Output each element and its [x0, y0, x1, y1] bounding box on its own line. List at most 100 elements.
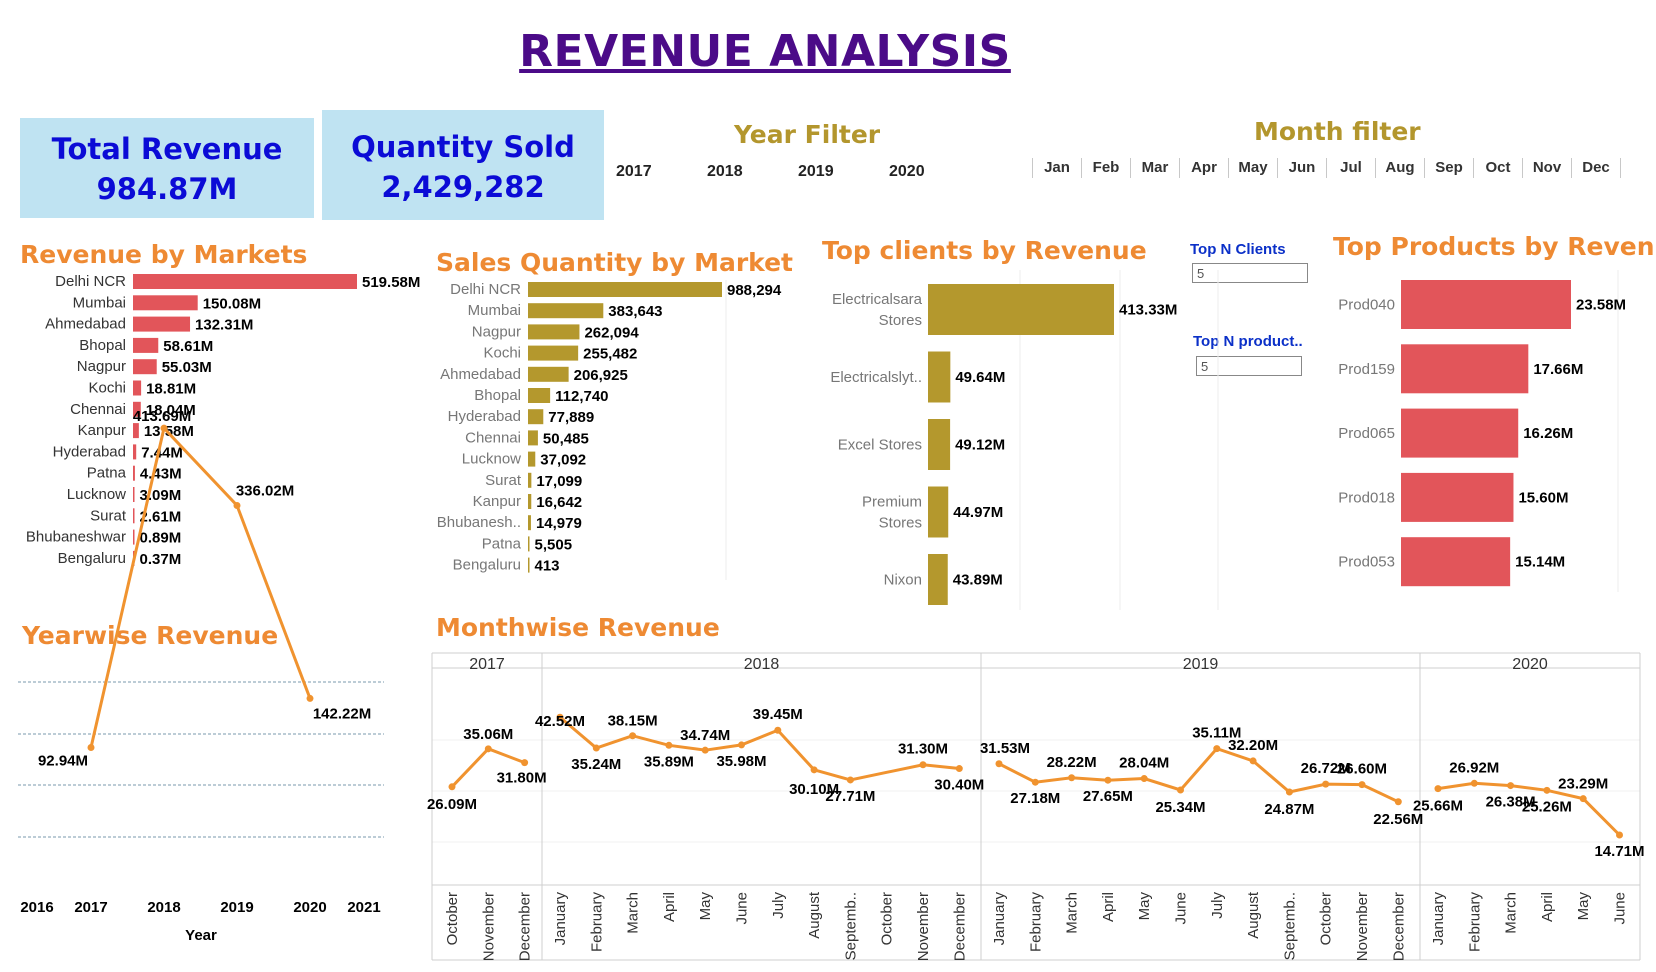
year-filter-2017[interactable]: 2017 [616, 163, 652, 180]
qty-bar [528, 388, 551, 403]
market-label: Mumbai [73, 294, 126, 311]
qty-bar [528, 324, 580, 340]
monthwise-value-label: 26.72M [1301, 760, 1351, 777]
monthwise-point [1285, 788, 1293, 796]
client-label: Electricalsara [832, 291, 923, 308]
client-revenue-bar [928, 486, 949, 538]
product-revenue-bar [1401, 280, 1571, 329]
monthwise-point [1358, 781, 1366, 789]
qty-value: 988,294 [727, 282, 782, 299]
monthwise-value-label: 31.30M [898, 741, 948, 758]
month-filter-mar[interactable]: Mar [1130, 158, 1179, 178]
product-revenue-value: 15.14M [1515, 554, 1565, 571]
month-filter-bar: Jan Feb Mar Apr May Jun Jul Aug Sep Oct … [1032, 158, 1621, 178]
month-filter-aug[interactable]: Aug [1375, 158, 1424, 178]
monthwise-value-label: 26.60M [1337, 761, 1387, 778]
market-label: Kochi [88, 380, 126, 397]
month-filter-sep[interactable]: Sep [1424, 158, 1473, 178]
monthwise-point [1068, 774, 1076, 782]
yearwise-x-tick: 2019 [220, 899, 253, 916]
yearwise-point [87, 743, 95, 751]
month-filter-oct[interactable]: Oct [1473, 158, 1522, 178]
market-label: Lucknow [67, 486, 126, 503]
month-filter-dec[interactable]: Dec [1571, 158, 1621, 178]
qty-market-label: Hyderabad [448, 408, 521, 425]
monthwise-line [1437, 781, 1621, 837]
monthwise-revenue-title: Monthwise Revenue [436, 613, 720, 642]
monthwise-point [1470, 779, 1478, 787]
client-revenue-value: 43.89M [953, 572, 1003, 589]
top-n-clients-input[interactable] [1192, 263, 1308, 283]
year-filter-2020[interactable]: 2020 [889, 163, 925, 180]
year-filter-title: Year Filter [734, 120, 881, 149]
monthwise-value-label: 28.22M [1047, 754, 1097, 771]
top-n-products-input[interactable] [1196, 356, 1302, 376]
monthwise-month-label: December [517, 892, 534, 961]
market-revenue-value: 150.08M [203, 295, 261, 312]
market-label: Bhubaneshwar [26, 529, 126, 546]
qty-bar [528, 472, 532, 488]
monthwise-value-label: 35.06M [463, 726, 513, 743]
month-filter-feb[interactable]: Feb [1081, 158, 1130, 178]
monthwise-month-label: January [1430, 892, 1447, 946]
monthwise-year-header: 2018 [744, 656, 780, 673]
client-label: Electricalslyt.. [830, 369, 922, 386]
month-filter-may[interactable]: May [1228, 158, 1277, 178]
monthwise-point [448, 783, 456, 791]
monthwise-point [1213, 745, 1221, 753]
market-revenue-bar [133, 359, 157, 375]
top-n-products-label: Top N product.. [1193, 333, 1303, 350]
monthwise-month-label: October [444, 892, 461, 945]
monthwise-value-label: 26.09M [427, 796, 477, 813]
qty-bar [528, 536, 530, 552]
qty-value: 37,092 [540, 452, 586, 469]
monthwise-point [1177, 786, 1184, 794]
monthwise-point [1031, 778, 1039, 786]
monthwise-point [1394, 798, 1402, 806]
monthwise-point [1249, 757, 1257, 765]
monthwise-month-label: July [1209, 892, 1226, 919]
month-filter-jul[interactable]: Jul [1326, 158, 1375, 178]
monthwise-point [1507, 782, 1515, 790]
monthwise-point [484, 745, 492, 753]
monthwise-value-label: 26.38M [1486, 794, 1536, 811]
qty-value: 16,642 [536, 494, 582, 511]
top-products-chart: Prod040 23.58M Prod159 17.66M Prod065 16.26M P… [1338, 270, 1626, 592]
client-label: Nixon [884, 572, 922, 589]
monthwise-month-label: August [806, 891, 823, 939]
month-filter-jan[interactable]: Jan [1032, 158, 1081, 178]
monthwise-value-label: 24.87M [1264, 801, 1314, 818]
monthwise-year-header: 2020 [1512, 656, 1548, 673]
market-revenue-bar [133, 274, 357, 289]
qty-value: 5,505 [535, 536, 573, 553]
yearwise-revenue-title: Yearwise Revenue [22, 621, 279, 650]
monthwise-value-label: 30.40M [934, 777, 984, 794]
sales-quantity-chart: Delhi NCR 988,294 Mumbai 383,643 Nagpur 262,0… [437, 280, 782, 580]
monthwise-value-label: 42.52M [535, 713, 585, 730]
monthwise-month-label: January [991, 892, 1008, 946]
monthwise-value-label: 34.74M [680, 727, 730, 744]
year-filter-2018[interactable]: 2018 [707, 163, 743, 180]
month-filter-apr[interactable]: Apr [1179, 158, 1228, 178]
product-revenue-bar [1401, 408, 1519, 458]
monthwise-point [521, 759, 529, 767]
yearwise-value-label: 142.22M [313, 705, 371, 722]
qty-market-label: Bengaluru [453, 557, 521, 574]
market-revenue-value: 132.31M [195, 317, 253, 334]
market-revenue-value: 18.81M [146, 381, 196, 398]
month-filter-nov[interactable]: Nov [1522, 158, 1571, 178]
top-clients-chart: Electricalsara Stores 413.33M Electricalsly… [830, 270, 1219, 610]
monthwise-month-label: April [1539, 892, 1556, 922]
monthwise-month-label: October [879, 892, 896, 945]
monthwise-month-label: December [951, 892, 968, 961]
month-filter-jun[interactable]: Jun [1277, 158, 1326, 178]
product-label: Prod018 [1338, 489, 1395, 506]
client-revenue-value: 44.97M [953, 504, 1003, 521]
monthwise-month-label: March [625, 892, 642, 934]
monthwise-point [701, 746, 709, 754]
quantity-sold-card: Quantity Sold 2,429,282 [322, 110, 604, 220]
monthwise-point [738, 741, 745, 749]
year-filter-2019[interactable]: 2019 [798, 163, 834, 180]
qty-bar [528, 451, 536, 467]
monthwise-month-label: Septemb.. [842, 892, 859, 960]
